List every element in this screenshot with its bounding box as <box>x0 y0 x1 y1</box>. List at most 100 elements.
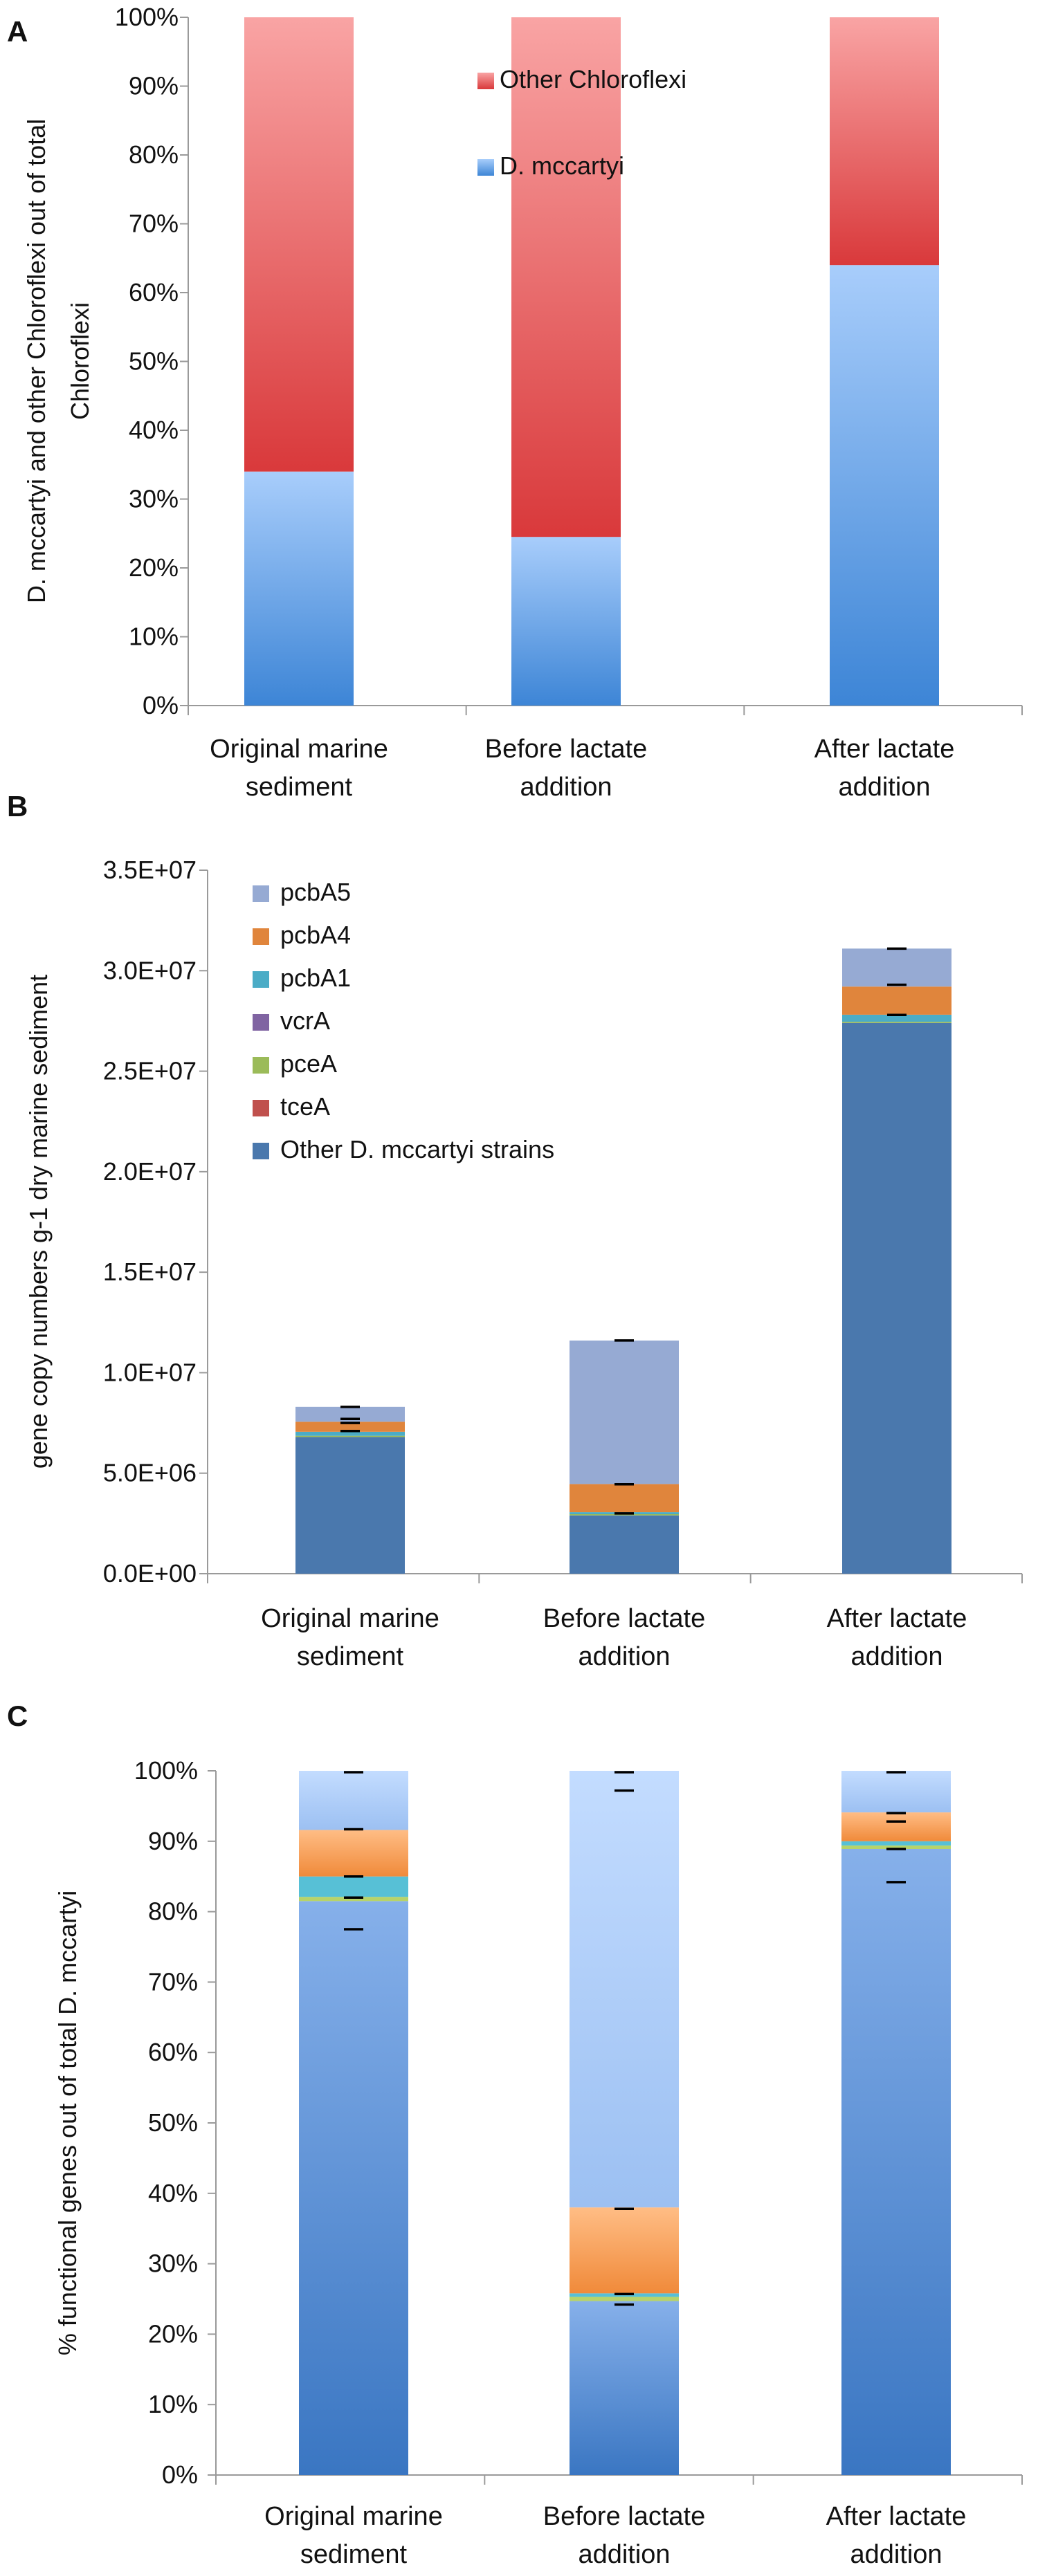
bar-segment-d-mccartyi <box>244 471 354 706</box>
y-tick-label: 3.5E+07 <box>103 856 197 884</box>
y-tick-label: 70% <box>129 210 179 238</box>
y-tick-label: 90% <box>129 72 179 100</box>
y-tick-label: 0% <box>162 2460 198 2489</box>
y-tick-label: 1.0E+07 <box>103 1358 197 1386</box>
panel-c: C 0% 10% 20% 30% 40% 50% 60% 70% 80% 90% 100% Origin… <box>7 1700 1023 2569</box>
legend-label: Other D. mccartyi strains <box>280 1135 554 1163</box>
panel-b: B 0.0E+00 5.0E+06 1.0E+07 1.5E+07 2.0E+07 2.5E… <box>7 790 1023 1671</box>
bar-segment-other-d-mccartyi-strains <box>841 1848 951 2475</box>
bar-segment-pcba5 <box>570 1771 679 2208</box>
bar-segment-pcba5 <box>841 1771 951 1813</box>
bar-segment-pcea <box>570 2297 679 2301</box>
x-category-label: Original marine sediment <box>210 735 388 802</box>
y-tick-label: 40% <box>148 2179 198 2207</box>
bar-segment-pcba4 <box>570 2207 679 2294</box>
y-tick-label: 2.5E+07 <box>103 1057 197 1085</box>
y-tick-label: 70% <box>148 1967 198 1996</box>
y-tick-label: 80% <box>148 1897 198 1926</box>
bar-segment-pcba1 <box>299 1876 408 1897</box>
bar-segment-other-d-mccartyi-strains <box>295 1437 405 1574</box>
y-axis-title: D. mccartyi and other Chloroflexi out of… <box>22 119 51 603</box>
bar-segment-pcea <box>842 1022 951 1023</box>
y-tick-label: 100% <box>134 1756 198 1785</box>
legend-swatch <box>477 159 494 176</box>
y-tick-label: 50% <box>148 2108 198 2137</box>
panel-a: A 0% 10% 20% 30% 40% 50% 60% 70% 80% 90% 100% Origin… <box>7 3 1023 802</box>
x-category-label: After lactate addition <box>826 2502 967 2569</box>
x-category-label: Before lactate addition <box>485 735 647 802</box>
y-tick-label: 30% <box>148 2250 198 2278</box>
y-tick-label: 90% <box>148 1827 198 1855</box>
bar-segment-pcba1 <box>841 1841 951 1846</box>
bar-segment-pcba1 <box>842 1014 951 1022</box>
y-tick-label: 10% <box>129 623 179 651</box>
legend-swatch <box>253 971 269 988</box>
bar-segment-other-d-mccartyi-strains <box>570 1515 679 1574</box>
legend-label: tceA <box>280 1092 330 1121</box>
bar-segment-other-d-mccartyi-strains <box>570 2301 679 2475</box>
legend-label: D. mccartyi <box>500 151 624 180</box>
panel-letter: A <box>7 15 28 48</box>
y-tick-label: 30% <box>129 485 179 513</box>
y-tick-label: 20% <box>129 553 179 582</box>
panel-letter: B <box>7 790 28 822</box>
y-tick-label: 60% <box>148 2038 198 2066</box>
bar-segment-pcba4 <box>570 1484 679 1513</box>
bar-segment-other-d-mccartyi-strains <box>842 1022 951 1574</box>
bar-segment-other-chloroflexi <box>511 17 621 537</box>
bar-segment-other-chloroflexi <box>244 17 354 472</box>
y-tick-label: 100% <box>115 3 179 31</box>
bar-segment-pcba5 <box>570 1340 679 1484</box>
y-tick-label: 0.0E+00 <box>103 1559 197 1588</box>
y-tick-label: 60% <box>129 278 179 306</box>
bar-segment-d-mccartyi <box>511 537 621 706</box>
x-category-label: Original marine sediment <box>261 1604 439 1671</box>
y-tick-label: 40% <box>129 416 179 444</box>
bar-segment-pcba4 <box>841 1812 951 1841</box>
legend-label: pcbA4 <box>280 921 351 949</box>
x-category-label: After lactate addition <box>814 735 955 802</box>
bar-segment-pcea <box>295 1435 405 1437</box>
legend-swatch <box>253 1143 269 1159</box>
y-tick-label: 3.0E+07 <box>103 956 197 984</box>
bar-segment-pcea <box>299 1897 408 1902</box>
x-category-label: Before lactate addition <box>543 1604 705 1671</box>
y-tick-label: 80% <box>129 140 179 169</box>
x-category-label: After lactate addition <box>827 1604 967 1671</box>
y-axis-title: Chloroflexi <box>66 302 94 420</box>
y-axis-title: gene copy numbers g-1 dry marine sedimen… <box>24 975 53 1469</box>
legend-swatch <box>253 885 269 902</box>
bar-segment-pcba4 <box>299 1830 408 1877</box>
legend-label: pcbA1 <box>280 964 351 992</box>
legend-swatch <box>253 1100 269 1116</box>
bar-segment-pcea <box>841 1845 951 1849</box>
y-tick-label: 10% <box>148 2390 198 2418</box>
bar-segment-pcea <box>570 1514 679 1516</box>
y-tick-label: 2.0E+07 <box>103 1157 197 1186</box>
y-tick-label: 1.5E+07 <box>103 1258 197 1286</box>
y-tick-label: 5.0E+06 <box>103 1459 197 1487</box>
legend-label: vcrA <box>280 1006 330 1035</box>
bar-segment-pcba5 <box>842 948 951 987</box>
y-axis-title: % functional genes out of total D. mccar… <box>53 1890 82 2355</box>
y-tick-label: 50% <box>129 347 179 376</box>
legend-label: pcbA5 <box>280 878 351 906</box>
y-tick-label: 0% <box>143 691 179 719</box>
bar-segment-pcba1 <box>295 1431 405 1436</box>
legend-label: pceA <box>280 1049 337 1078</box>
bar-segment-pcba4 <box>842 986 951 1015</box>
bar-segment-other-d-mccartyi-strains <box>299 1901 408 2475</box>
panel-letter: C <box>7 1700 28 1732</box>
legend-label: Other Chloroflexi <box>500 65 686 93</box>
legend-swatch <box>253 1057 269 1074</box>
x-category-label: Original marine sediment <box>264 2502 443 2569</box>
legend-swatch <box>253 1014 269 1031</box>
bar-segment-pcba4 <box>295 1422 405 1432</box>
bar-segment-pcba5 <box>295 1406 405 1422</box>
bar-segment-d-mccartyi <box>830 265 939 706</box>
x-category-label: Before lactate addition <box>543 2502 705 2569</box>
bar-segment-pcba5 <box>299 1771 408 1830</box>
bar-segment-other-chloroflexi <box>830 17 939 266</box>
legend-swatch <box>253 928 269 945</box>
